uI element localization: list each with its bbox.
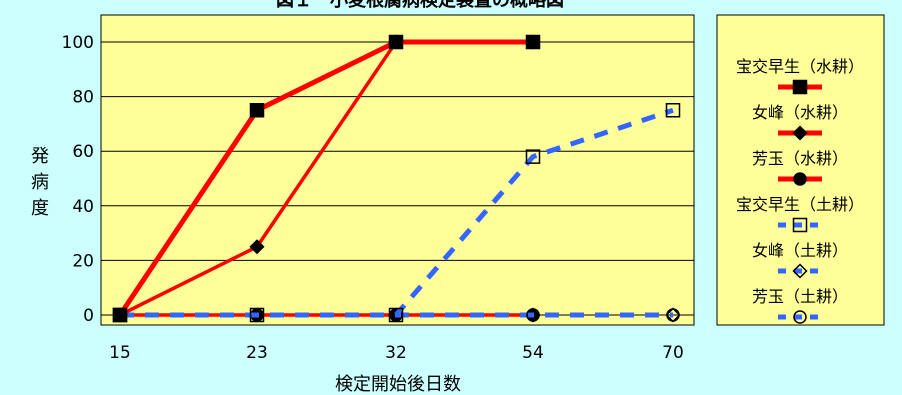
y-tick-label: 20 [72, 251, 94, 271]
legend-label: 女峰（土耕） [752, 241, 848, 260]
data-point [112, 307, 128, 323]
legend-marker [793, 310, 807, 324]
legend-entry: 芳玉（土耕） [752, 287, 848, 324]
legend-label: 宝交早生（土耕） [736, 195, 864, 214]
legend-marker [792, 217, 808, 233]
series-line [117, 39, 533, 317]
data-point [666, 308, 680, 322]
chart-title: 図１ 小麦根腐病検定装置の概略図 [276, 0, 564, 11]
x-axis-label: 検定開始後日数 [335, 374, 461, 395]
y-axis-label-char: 病 [31, 172, 49, 193]
legend-entry: 宝交早生（土耕） [736, 195, 864, 233]
data-point [526, 308, 540, 322]
data-point [525, 149, 541, 164]
data-point [525, 34, 541, 50]
legend-entry: 女峰（水耕） [752, 103, 848, 141]
data-point [249, 103, 265, 118]
y-tick-label: 60 [72, 142, 94, 162]
legend-entry: 女峰（土耕） [752, 241, 848, 279]
legend-entry: 宝交早生（水耕） [736, 57, 864, 95]
y-axis-label-char: 度 [31, 198, 49, 219]
series-1 [112, 34, 541, 323]
data-point [665, 103, 681, 118]
data-point [249, 239, 265, 255]
y-axis-label-char: 発 [31, 146, 49, 167]
x-tick-label: 70 [662, 343, 684, 363]
x-tick-label: 15 [109, 343, 131, 363]
y-axis-label: 発病度 [31, 146, 49, 219]
y-tick-label: 0 [83, 306, 94, 326]
legend-marker [792, 263, 808, 279]
data-point [249, 307, 265, 323]
x-tick-label: 32 [385, 343, 407, 363]
legend-label: 女峰（水耕） [752, 103, 848, 122]
data-point [388, 307, 404, 323]
y-tick-label: 80 [72, 88, 94, 108]
legend-marker [792, 125, 808, 141]
legend-entry: 芳玉（水耕） [752, 149, 848, 186]
y-tick-label: 100 [62, 33, 94, 53]
legend-label: 宝交早生（水耕） [736, 57, 864, 76]
x-tick-label: 23 [246, 343, 268, 363]
legend-label: 芳玉（水耕） [752, 149, 848, 168]
data-point [388, 34, 404, 50]
y-tick-label: 40 [72, 197, 94, 217]
legend-label: 芳玉（土耕） [752, 287, 848, 306]
legend-marker [793, 172, 807, 186]
x-tick-label: 54 [522, 343, 544, 363]
series-line [120, 107, 674, 318]
legend-marker [792, 79, 808, 95]
